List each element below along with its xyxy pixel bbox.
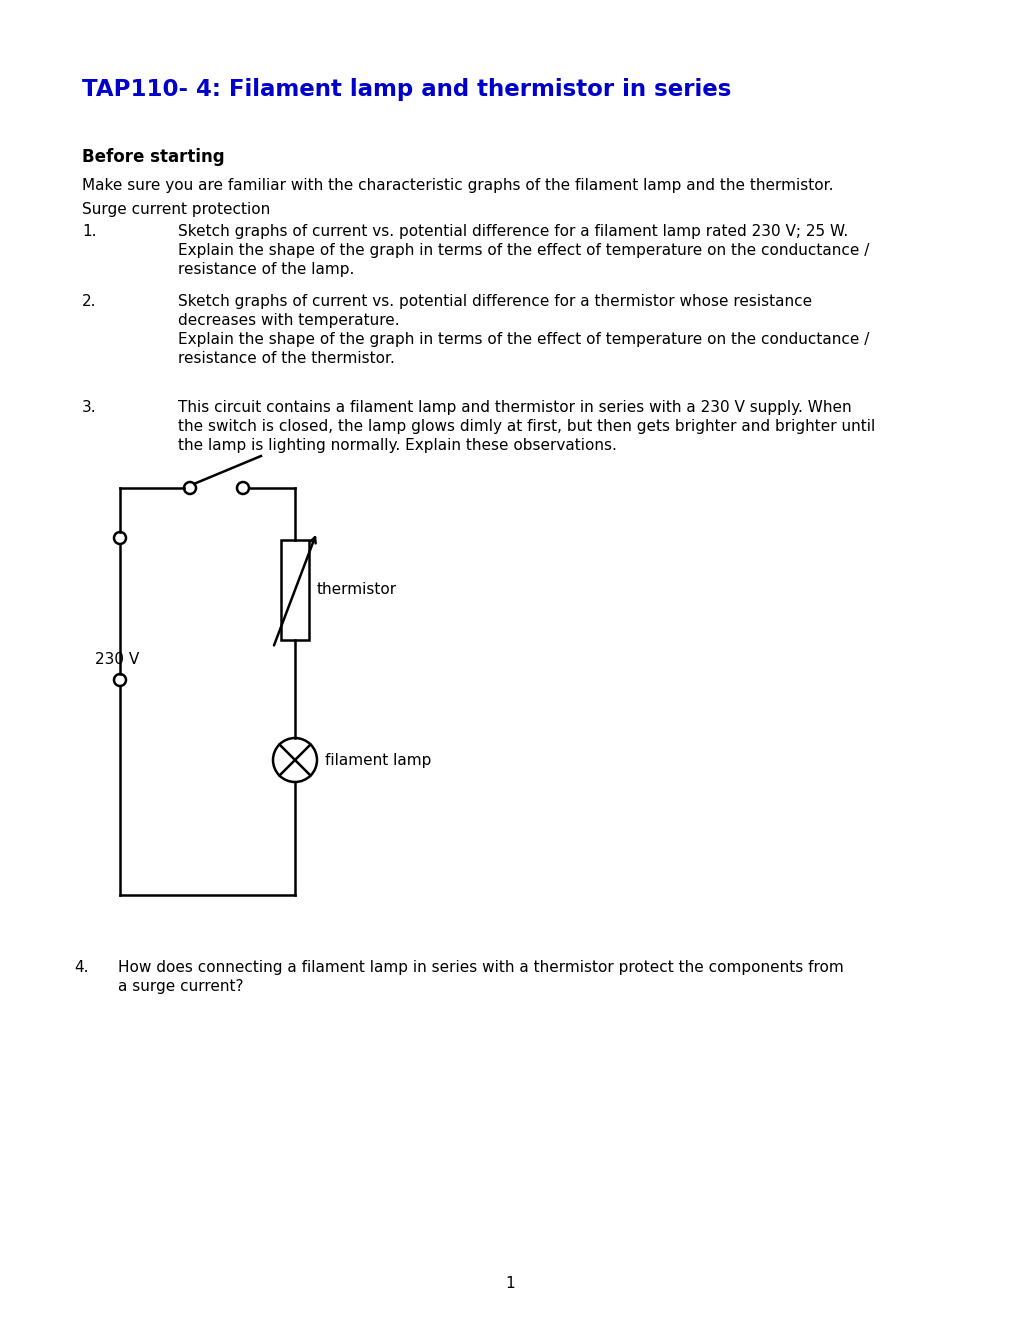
Text: 2.: 2. bbox=[82, 294, 97, 309]
Text: a surge current?: a surge current? bbox=[118, 979, 244, 994]
Text: This circuit contains a filament lamp and thermistor in series with a 230 V supp: This circuit contains a filament lamp an… bbox=[178, 400, 851, 414]
Text: 1: 1 bbox=[504, 1276, 515, 1291]
Text: Before starting: Before starting bbox=[82, 148, 224, 166]
Text: resistance of the thermistor.: resistance of the thermistor. bbox=[178, 351, 394, 366]
Text: decreases with temperature.: decreases with temperature. bbox=[178, 313, 399, 327]
Text: the lamp is lighting normally. Explain these observations.: the lamp is lighting normally. Explain t… bbox=[178, 438, 616, 453]
Text: Make sure you are familiar with the characteristic graphs of the filament lamp a: Make sure you are familiar with the char… bbox=[82, 178, 833, 193]
Text: resistance of the lamp.: resistance of the lamp. bbox=[178, 261, 354, 277]
Text: Explain the shape of the graph in terms of the effect of temperature on the cond: Explain the shape of the graph in terms … bbox=[178, 333, 868, 347]
Text: 3.: 3. bbox=[82, 400, 97, 414]
Text: How does connecting a filament lamp in series with a thermistor protect the comp: How does connecting a filament lamp in s… bbox=[118, 960, 843, 975]
Bar bbox=[280, 540, 309, 640]
Text: Surge current protection: Surge current protection bbox=[82, 202, 270, 216]
Text: the switch is closed, the lamp glows dimly at first, but then gets brighter and : the switch is closed, the lamp glows dim… bbox=[178, 418, 874, 434]
Text: TAP110- 4: Filament lamp and thermistor in series: TAP110- 4: Filament lamp and thermistor … bbox=[82, 78, 731, 102]
Text: Sketch graphs of current vs. potential difference for a filament lamp rated 230 : Sketch graphs of current vs. potential d… bbox=[178, 224, 848, 239]
Text: 1.: 1. bbox=[82, 224, 97, 239]
Text: Sketch graphs of current vs. potential difference for a thermistor whose resista: Sketch graphs of current vs. potential d… bbox=[178, 294, 811, 309]
Text: filament lamp: filament lamp bbox=[325, 752, 431, 767]
Text: Explain the shape of the graph in terms of the effect of temperature on the cond: Explain the shape of the graph in terms … bbox=[178, 243, 868, 257]
Text: thermistor: thermistor bbox=[317, 582, 396, 598]
Text: 4.: 4. bbox=[74, 960, 89, 975]
Text: 230 V: 230 V bbox=[95, 652, 140, 668]
